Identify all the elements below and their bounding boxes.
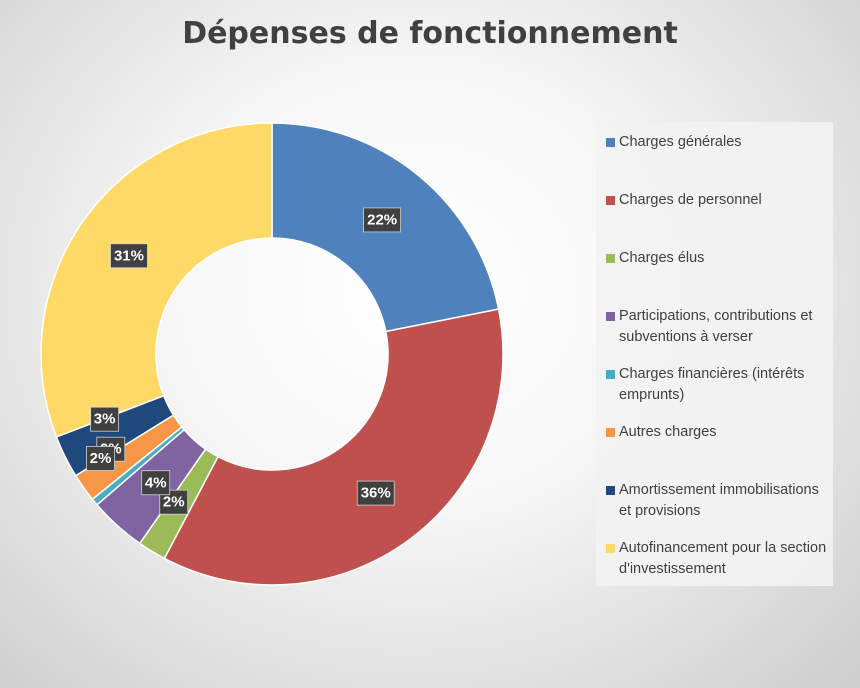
legend-label: Charges de personnel xyxy=(619,192,762,208)
legend-swatch xyxy=(606,544,615,553)
svg-text:4%: 4% xyxy=(145,474,167,491)
legend: Charges générales Charges de personnel Cha… xyxy=(596,122,833,586)
legend-label: Autofinancement pour la section d'invest… xyxy=(619,540,827,577)
legend-swatch xyxy=(606,428,615,437)
legend-swatch xyxy=(606,196,615,205)
legend-swatch xyxy=(606,138,615,147)
svg-text:36%: 36% xyxy=(361,485,391,502)
chart-title: Dépenses de fonctionnement xyxy=(182,16,678,51)
legend-label: Charges générales xyxy=(619,134,742,150)
data-label-charges-de-personnel: 36% xyxy=(356,480,395,506)
legend-swatch xyxy=(606,312,615,321)
legend-label: Participations, contributions et subvent… xyxy=(619,308,813,345)
data-label-autofinancement-pour-la-section-d-investissement: 31% xyxy=(110,243,148,269)
svg-text:31%: 31% xyxy=(114,247,144,264)
legend-swatch xyxy=(606,254,615,263)
legend-label: Charges élus xyxy=(619,250,705,266)
legend-label: Charges financières (intérêts emprunts) xyxy=(619,366,805,403)
donut-slice-charges-de-personnel xyxy=(163,308,504,586)
svg-text:2%: 2% xyxy=(90,450,112,467)
data-label-charges-generales: 22% xyxy=(363,207,402,233)
data-label-participations-contributions-et-subventions-a-verser: 4% xyxy=(141,470,171,496)
legend-label: Amortissement immobilisations et provisi… xyxy=(619,482,819,519)
svg-text:2%: 2% xyxy=(163,494,185,511)
donut-slice-autofinancement-pour-la-section-d-investissement xyxy=(40,122,273,438)
svg-text:22%: 22% xyxy=(367,211,397,228)
data-label-autres-charges: 2% xyxy=(86,446,115,471)
legend-swatch xyxy=(606,370,615,379)
data-label-amortissement-immobilisations-et-provisions: 3% xyxy=(90,406,119,432)
legend-label: Autres charges xyxy=(619,424,717,440)
svg-text:3%: 3% xyxy=(94,411,116,428)
legend-swatch xyxy=(606,486,615,495)
